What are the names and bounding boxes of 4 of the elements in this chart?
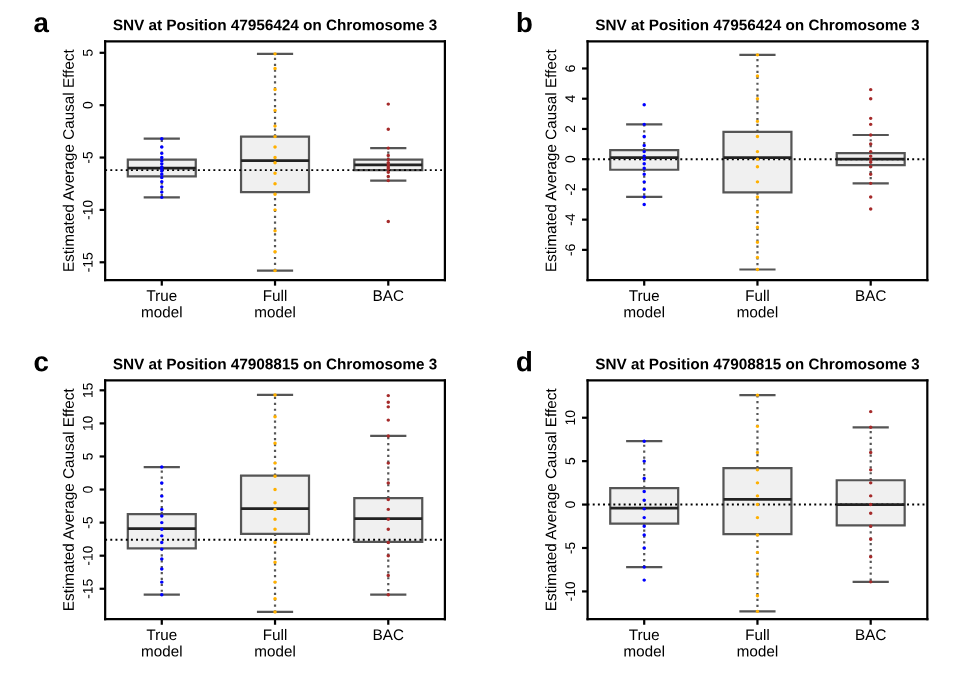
text: a [34,17,50,33]
text: b [517,11,532,33]
text: c [34,356,49,372]
text: d [517,351,532,372]
